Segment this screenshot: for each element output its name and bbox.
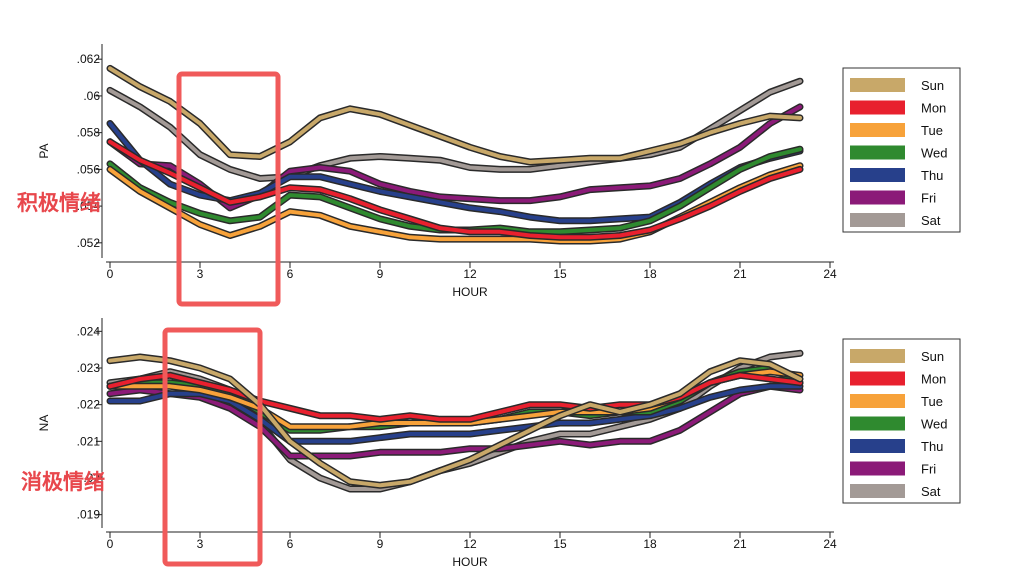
legend-label: Tue <box>921 123 943 138</box>
legend-swatch <box>850 439 905 453</box>
y-axis-label: PA <box>37 143 51 158</box>
chart-panel-na: .019 .02 .021 .022 .023 .024 NA 0 3 6 9 12 15 18 21 24 H… <box>37 318 961 569</box>
legend-swatch <box>850 461 905 476</box>
x-tick-label: 6 <box>287 537 294 551</box>
series-line <box>108 104 802 210</box>
series-mon <box>106 138 804 241</box>
legend-label: Thu <box>921 168 943 183</box>
x-tick-label: 12 <box>463 267 477 281</box>
y-tick-label: .023 <box>77 361 101 375</box>
y-tick-label: .06 <box>83 89 100 103</box>
legend-label: Sun <box>921 349 944 364</box>
legend-swatch <box>850 123 905 137</box>
x-tick-label: 18 <box>643 537 657 551</box>
x-tick-label: 24 <box>823 537 837 551</box>
y-tick-label: .054 <box>77 199 101 213</box>
series-fri <box>106 382 804 460</box>
x-tick-label: 9 <box>377 537 384 551</box>
y-axis-label: NA <box>37 415 51 432</box>
x-tick-label: 15 <box>553 537 567 551</box>
legend-swatch <box>850 78 905 92</box>
series-line <box>108 355 802 488</box>
x-tick-label: 15 <box>553 267 567 281</box>
pa-annotation-label: 积极情绪 <box>17 191 101 215</box>
legend-label: Tue <box>921 394 943 409</box>
series-sun <box>106 353 804 489</box>
series-sun <box>106 64 804 166</box>
x-tick-label: 18 <box>643 267 657 281</box>
series-line <box>108 373 802 422</box>
x-tick-label: 0 <box>107 267 114 281</box>
series-thu <box>106 382 804 445</box>
highlight-box-pa <box>176 71 281 307</box>
y-tick-label: .022 <box>77 398 101 412</box>
y-tick-label: .021 <box>77 434 101 448</box>
legend-swatch <box>850 484 905 498</box>
chart-panel-pa: .052 .054 .056 .058 .06 .062 PA 0 3 6 9 12 15 18 21 24 H… <box>37 44 961 299</box>
legend: Sun Mon Tue Wed Thu Fri Sat <box>842 67 961 233</box>
x-axis-label: HOUR <box>452 555 488 569</box>
series-outline <box>106 64 804 166</box>
legend-label: Mon <box>921 372 946 387</box>
y-tick-label: .019 <box>77 508 101 522</box>
legend-swatch <box>850 213 905 227</box>
y-tick-label: .02 <box>83 471 100 485</box>
legend-swatch <box>850 416 905 431</box>
series-line <box>108 384 802 444</box>
legend: Sun Mon Tue Wed Thu Fri Sat <box>842 338 961 504</box>
na-annotation-label: 消极情绪 <box>21 470 105 494</box>
legend-label: Wed <box>921 417 948 432</box>
legend-label: Sun <box>921 78 944 93</box>
x-tick-label: 0 <box>107 537 114 551</box>
legend-swatch <box>850 145 905 160</box>
series-fri <box>106 103 804 212</box>
highlight-box-na <box>162 327 263 567</box>
series-line <box>108 139 802 240</box>
legend-swatch <box>850 394 905 408</box>
x-tick-label: 3 <box>197 267 204 281</box>
legend-label: Sat <box>921 484 941 499</box>
x-tick-label: 12 <box>463 537 477 551</box>
legend-label: Fri <box>921 191 936 206</box>
y-tick-label: .058 <box>77 126 101 140</box>
y-tick-label: .062 <box>77 52 101 66</box>
x-tick-label: 3 <box>197 537 204 551</box>
series-line <box>108 384 802 458</box>
x-tick-label: 6 <box>287 267 294 281</box>
y-tick-label: .056 <box>77 162 101 176</box>
legend-swatch <box>850 100 905 115</box>
series-line <box>108 66 802 164</box>
legend-swatch <box>850 190 905 205</box>
y-tick-label: .024 <box>77 324 101 338</box>
legend-label: Mon <box>921 101 946 116</box>
legend-label: Wed <box>921 146 948 161</box>
x-tick-label: 21 <box>733 267 747 281</box>
x-tick-label: 24 <box>823 267 837 281</box>
series-mon <box>106 371 804 423</box>
legend-swatch <box>850 349 905 363</box>
x-tick-label: 21 <box>733 537 747 551</box>
legend-label: Thu <box>921 439 943 454</box>
x-axis-label: HOUR <box>452 285 488 299</box>
y-tick-label: .052 <box>77 236 101 250</box>
legend-swatch <box>850 168 905 182</box>
x-tick-label: 9 <box>377 267 384 281</box>
legend-swatch <box>850 371 905 386</box>
legend-label: Sat <box>921 213 941 228</box>
series-sat <box>106 77 804 182</box>
legend-label: Fri <box>921 462 936 477</box>
